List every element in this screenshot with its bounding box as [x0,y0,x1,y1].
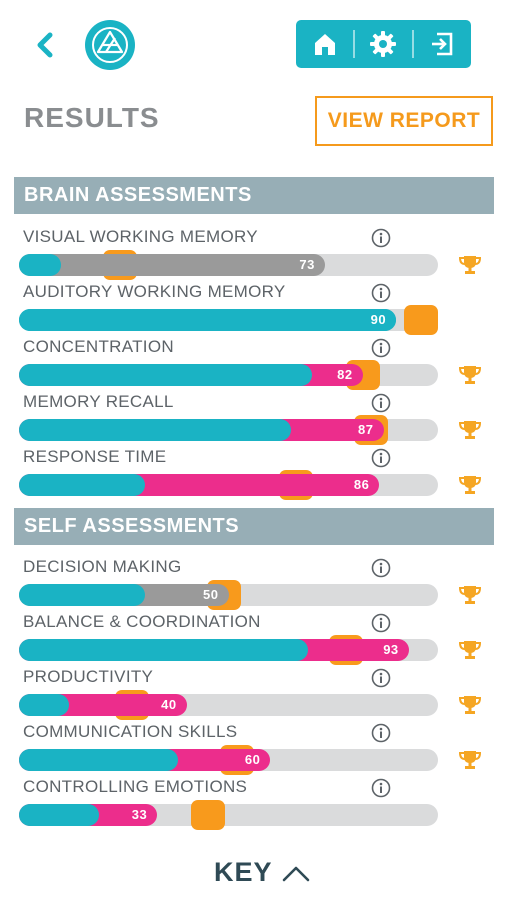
nav-divider [353,30,355,58]
info-icon[interactable] [371,723,391,743]
metric-row: AUDITORY WORKING MEMORY 90 [0,282,507,337]
page-title: RESULTS [24,102,160,133]
metric-label: DECISION MAKING [23,557,182,576]
metric-label: BALANCE & COORDINATION [23,612,261,631]
metric-label: COMMUNICATION SKILLS [23,722,238,741]
trophy-icon [458,696,482,714]
score-bar-teal-segment [19,419,292,441]
key-label: KEY [214,857,273,887]
trophy-icon [458,256,482,274]
key-toggle-button[interactable]: KEY [214,857,311,888]
logout-icon [432,32,453,56]
metric-row: COMMUNICATION SKILLS 60 [0,722,507,777]
metric-label: PRODUCTIVITY [23,667,154,686]
metric-row: MEMORY RECALL 87 [0,392,507,447]
gear-icon [370,31,397,57]
score-bar-fill [19,254,325,276]
score-value: 87 [358,422,374,437]
info-icon[interactable] [371,613,391,633]
benchmark-marker [190,800,225,830]
score-value: 40 [161,697,177,712]
score-bar-teal-segment [19,804,99,826]
info-icon[interactable] [371,448,391,468]
trophy-icon [458,476,482,494]
benchmark-marker [404,305,439,335]
score-bar-teal-segment [19,309,397,331]
metric-label: RESPONSE TIME [23,447,167,466]
metric-row: CONCENTRATION 82 [0,337,507,392]
trophy-icon [458,421,482,439]
metric-row: BALANCE & COORDINATION 93 [0,612,507,667]
metric-row: RESPONSE TIME 86 [0,447,507,502]
score-bar-teal-segment [19,474,145,496]
section-header-self: SELF ASSESSMENTS [14,508,494,545]
metric-row: VISUAL WORKING MEMORY 73 [0,227,507,282]
score-value: 73 [299,257,315,272]
view-report-button[interactable]: VIEW REPORT [315,96,493,146]
settings-button[interactable] [355,20,412,68]
info-icon[interactable] [371,228,391,248]
section-header-brain: BRAIN ASSESSMENTS [14,177,494,214]
trophy-icon [458,586,482,604]
nav-button-group [296,20,471,68]
score-bar-teal-segment [19,254,61,276]
score-value: 93 [383,642,399,657]
trophy-icon [458,366,482,384]
metric-row: CONTROLLING EMOTIONS 33 [0,777,507,832]
home-button[interactable] [296,20,353,68]
score-bar-teal-segment [19,639,309,661]
info-icon[interactable] [371,393,391,413]
score-value: 90 [370,312,387,327]
app-logo[interactable] [85,20,135,70]
triangle-logo-icon [92,27,128,63]
logout-button[interactable] [414,20,471,68]
score-value: 50 [203,587,219,602]
score-value: 60 [244,752,261,767]
score-bar-teal-segment [19,584,145,606]
metric-label: MEMORY RECALL [23,392,174,411]
score-bar-teal-segment [19,694,70,716]
metric-row: PRODUCTIVITY 40 [0,667,507,722]
metric-row: DECISION MAKING 50 [0,557,507,612]
info-icon[interactable] [371,338,391,358]
info-icon[interactable] [371,668,391,688]
info-icon[interactable] [371,283,391,303]
info-icon[interactable] [371,558,391,578]
score-bar-teal-segment [19,749,179,771]
metric-label: VISUAL WORKING MEMORY [23,227,258,246]
metric-label: AUDITORY WORKING MEMORY [23,282,286,301]
nav-divider [412,30,414,58]
metric-label: CONCENTRATION [23,337,174,356]
score-value: 82 [337,367,353,382]
score-value: 33 [131,807,148,822]
trophy-icon [458,751,482,769]
trophy-icon [458,641,482,659]
info-icon[interactable] [371,778,391,798]
chevron-left-icon [37,32,53,58]
score-value: 86 [353,477,370,492]
top-bar [0,0,507,90]
metric-label: CONTROLLING EMOTIONS [23,777,248,796]
score-bar-teal-segment [19,364,313,386]
back-button[interactable] [30,25,64,65]
home-icon [314,34,335,55]
chevron-up-icon [282,866,309,881]
